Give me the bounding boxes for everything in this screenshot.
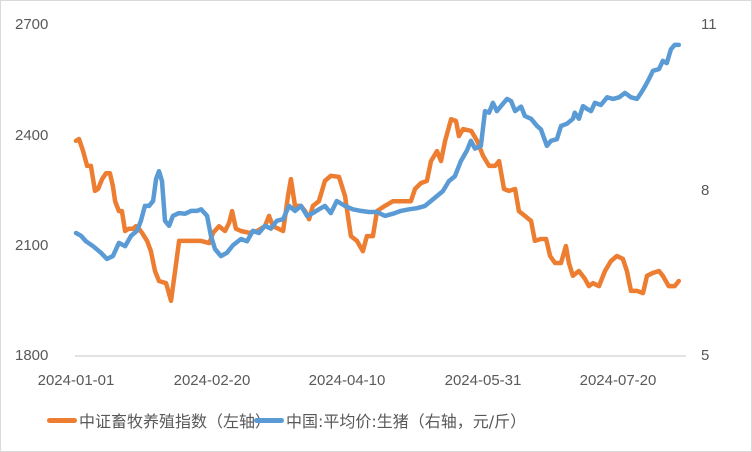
y-left-tick: 2400 [15,127,49,144]
y-left-tick: 1800 [15,347,49,364]
legend-label: 中国:平均价:生猪（右轴，元/斤） [286,412,527,431]
x-tick: 2024-04-10 [308,372,386,389]
y-right-tick: 8 [701,182,710,199]
x-tick: 2024-07-20 [579,372,657,389]
y-right-tick: 5 [701,347,710,364]
series-line-livestock-index [73,116,682,304]
legend-item-hog-price[interactable]: 中国:平均价:生猪（右轴，元/斤） [254,405,526,435]
y-left-tick: 2700 [15,16,49,33]
x-tick: 2024-02-20 [173,372,251,389]
legend-item-livestock-index[interactable]: 中证畜牧养殖指数（左轴） [47,405,271,435]
x-tick: 2024-01-01 [37,372,115,389]
y-right-tick: 11 [701,16,717,33]
series-line-hog-price [73,42,682,262]
x-tick: 2024-05-31 [444,372,522,389]
legend-swatch-icon [254,417,284,423]
legend: 中证畜牧养殖指数（左轴） 中国:平均价:生猪（右轴，元/斤） [1,405,751,435]
y-left-tick: 2100 [15,237,49,254]
legend-swatch-icon [47,417,77,423]
legend-label: 中证畜牧养殖指数（左轴） [79,412,272,431]
